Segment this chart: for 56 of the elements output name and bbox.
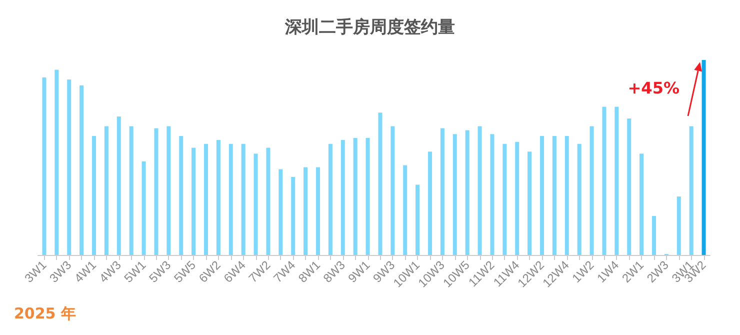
bar [652,216,656,255]
bar [564,136,569,255]
bar [129,126,134,255]
bar [67,80,72,255]
bar [403,165,408,255]
annotation: +45% [628,78,680,98]
bar [640,154,644,255]
text: 2025 年 [14,304,76,322]
bar [528,152,532,255]
bar [278,169,283,255]
bar [689,126,694,255]
bar [316,167,320,255]
bar [154,128,158,255]
bar [428,152,432,255]
bar [216,140,220,255]
bar [228,144,233,255]
bar [452,134,457,255]
bar [440,128,444,255]
bar [179,136,184,255]
bar [241,144,246,255]
bar [142,161,146,255]
bar [291,177,296,255]
bar [465,130,470,255]
bar [80,85,84,255]
bar [478,126,482,255]
bar [614,106,619,255]
bar [416,184,420,255]
bar [490,134,494,255]
bar [116,116,121,255]
bar [552,136,556,255]
bar [676,196,681,255]
bar [166,126,171,255]
bar [204,144,208,255]
bar [304,167,308,255]
bar [353,138,358,255]
bar [702,60,706,255]
bar [192,148,196,255]
bar [627,118,632,255]
bar [502,144,507,255]
bar [92,136,96,255]
bar [340,140,345,255]
bar [42,78,46,255]
bar [378,112,382,255]
bar [540,136,544,255]
bar [366,138,370,255]
bar [602,106,606,255]
bar [104,126,108,255]
bar [390,126,395,255]
bar [515,142,520,255]
bar [328,144,332,255]
chart-title: 深圳二手房周度签约量 [284,18,455,38]
bar [254,154,258,255]
bar [590,126,594,255]
bar [54,70,59,255]
bar [266,148,270,255]
bar [577,144,582,255]
